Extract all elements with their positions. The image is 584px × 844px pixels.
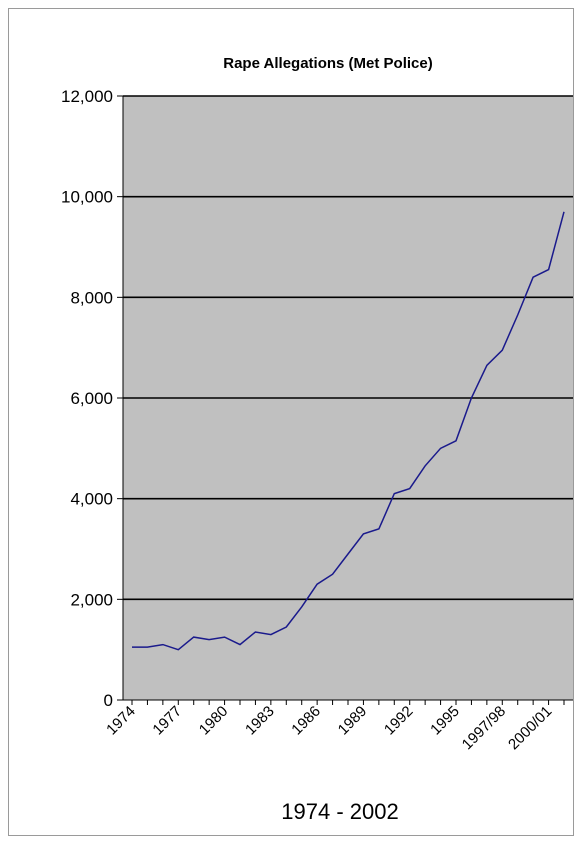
x-tick-label: 1995 <box>427 703 463 739</box>
x-tick-label: 1989 <box>335 703 371 739</box>
x-tick-label: 1983 <box>242 703 278 739</box>
y-tick-label: 10,000 <box>61 188 113 207</box>
chart: Rape Allegations (Met Police) 0 2,000 4,00… <box>61 55 573 824</box>
y-tick-label: 4,000 <box>70 490 113 509</box>
x-tick-label: 1977 <box>149 703 185 739</box>
series-line <box>132 211 565 651</box>
y-tick-labels: 0 2,000 4,000 6,000 8,000 10,000 12,000 <box>61 87 113 710</box>
chart-title: Rape Allegations (Met Police) <box>223 55 432 72</box>
chart-frame: Rape Allegations (Met Police) 0 2,000 4,00… <box>8 8 574 836</box>
x-tick-labels: 1974 1977 1980 1983 1986 1989 1992 19951997/982… <box>103 703 555 753</box>
x-axis-label: 1974 - 2002 <box>281 799 398 824</box>
y-tick-label: 12,000 <box>61 87 113 106</box>
x-tick-label: 1980 <box>196 703 232 739</box>
y-tick-label: 8,000 <box>70 288 113 307</box>
x-tick-label: 1992 <box>381 703 417 739</box>
x-tick-label: 1997/98 <box>459 703 509 753</box>
y-tick-label: 2,000 <box>70 590 113 609</box>
y-tick-label: 6,000 <box>70 389 113 408</box>
y-tick-label: 0 <box>104 691 113 710</box>
gridlines <box>123 95 573 601</box>
x-tick-label: 1986 <box>288 703 324 739</box>
x-tick-label: 2000/01 <box>505 703 555 753</box>
axes <box>117 95 573 705</box>
